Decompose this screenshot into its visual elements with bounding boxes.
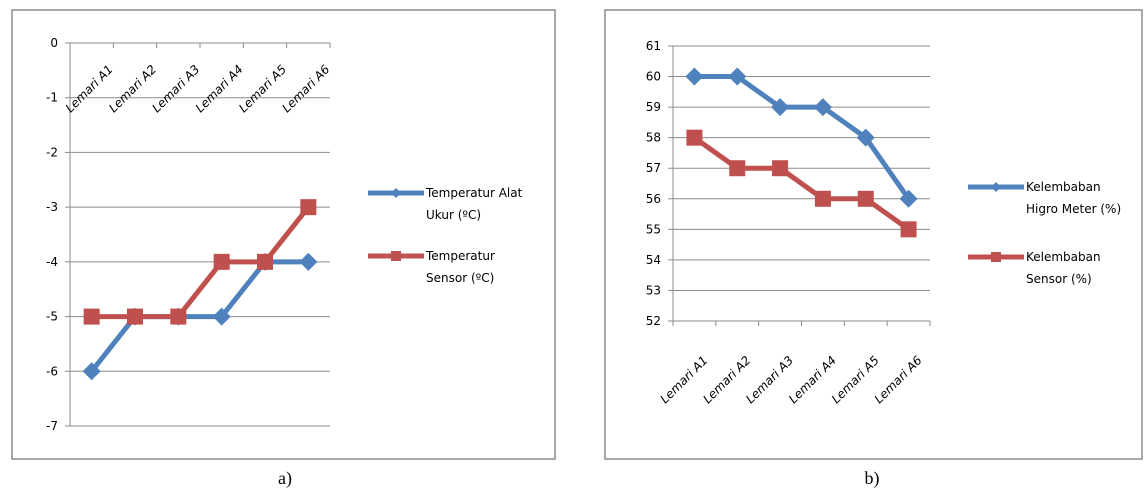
legend-marker-diamond bbox=[991, 182, 1001, 192]
legend-label: Temperatur Alat bbox=[425, 186, 523, 200]
data-point-diamond bbox=[212, 307, 231, 326]
y-tick-label: 52 bbox=[646, 314, 661, 328]
data-point-diamond bbox=[82, 362, 101, 381]
legend-label: Sensor (%) bbox=[1026, 272, 1092, 286]
data-point-diamond bbox=[813, 98, 832, 117]
legend-label: Sensor (ºC) bbox=[426, 271, 494, 285]
legend-marker-square bbox=[391, 251, 401, 261]
y-tick-label: 61 bbox=[646, 39, 661, 53]
legend-label: Temperatur bbox=[425, 249, 495, 263]
y-tick-label: -4 bbox=[46, 255, 58, 269]
y-tick-label: -5 bbox=[46, 310, 58, 324]
data-point-square bbox=[300, 199, 317, 216]
legend-marker-diamond bbox=[391, 188, 401, 198]
data-point-square bbox=[686, 129, 703, 146]
caption-b: b) bbox=[865, 468, 880, 489]
y-tick-label: -2 bbox=[46, 145, 58, 159]
legend-marker-square bbox=[991, 252, 1001, 262]
y-tick-label: 60 bbox=[646, 70, 661, 84]
chart-b-frame bbox=[604, 9, 1143, 460]
y-tick-label: 57 bbox=[646, 161, 661, 175]
data-point-square bbox=[772, 160, 789, 177]
data-point-square bbox=[127, 308, 143, 325]
data-point-square bbox=[170, 308, 187, 325]
data-point-diamond bbox=[771, 98, 790, 117]
y-tick-label: -6 bbox=[46, 364, 58, 378]
data-point-square bbox=[213, 253, 230, 270]
data-point-square bbox=[729, 160, 746, 177]
y-tick-label: -7 bbox=[46, 419, 58, 433]
data-point-square bbox=[900, 221, 917, 238]
y-tick-label: 56 bbox=[646, 192, 661, 206]
data-point-square bbox=[83, 308, 100, 325]
legend-label: Kelembaban bbox=[1026, 250, 1101, 264]
data-point-diamond bbox=[299, 252, 318, 271]
data-point-square bbox=[814, 190, 831, 207]
y-tick-label: -3 bbox=[46, 200, 58, 214]
data-point-square bbox=[857, 190, 874, 207]
legend-label: Ukur (ºC) bbox=[426, 208, 481, 222]
data-point-square bbox=[257, 253, 273, 270]
y-tick-label: 53 bbox=[646, 283, 661, 297]
legend-label: Higro Meter (%) bbox=[1026, 202, 1121, 216]
data-point-diamond bbox=[899, 189, 918, 208]
caption-a: a) bbox=[278, 468, 292, 489]
y-tick-label: 55 bbox=[646, 222, 661, 236]
y-tick-label: 54 bbox=[646, 253, 661, 267]
data-point-diamond bbox=[728, 67, 747, 86]
data-point-diamond bbox=[685, 67, 704, 86]
legend-label: Kelembaban bbox=[1026, 180, 1101, 194]
y-tick-label: 59 bbox=[646, 100, 661, 114]
y-tick-label: 58 bbox=[646, 131, 661, 145]
y-tick-label: -1 bbox=[46, 91, 58, 105]
data-point-diamond bbox=[856, 128, 875, 147]
y-tick-label: 0 bbox=[50, 36, 58, 50]
